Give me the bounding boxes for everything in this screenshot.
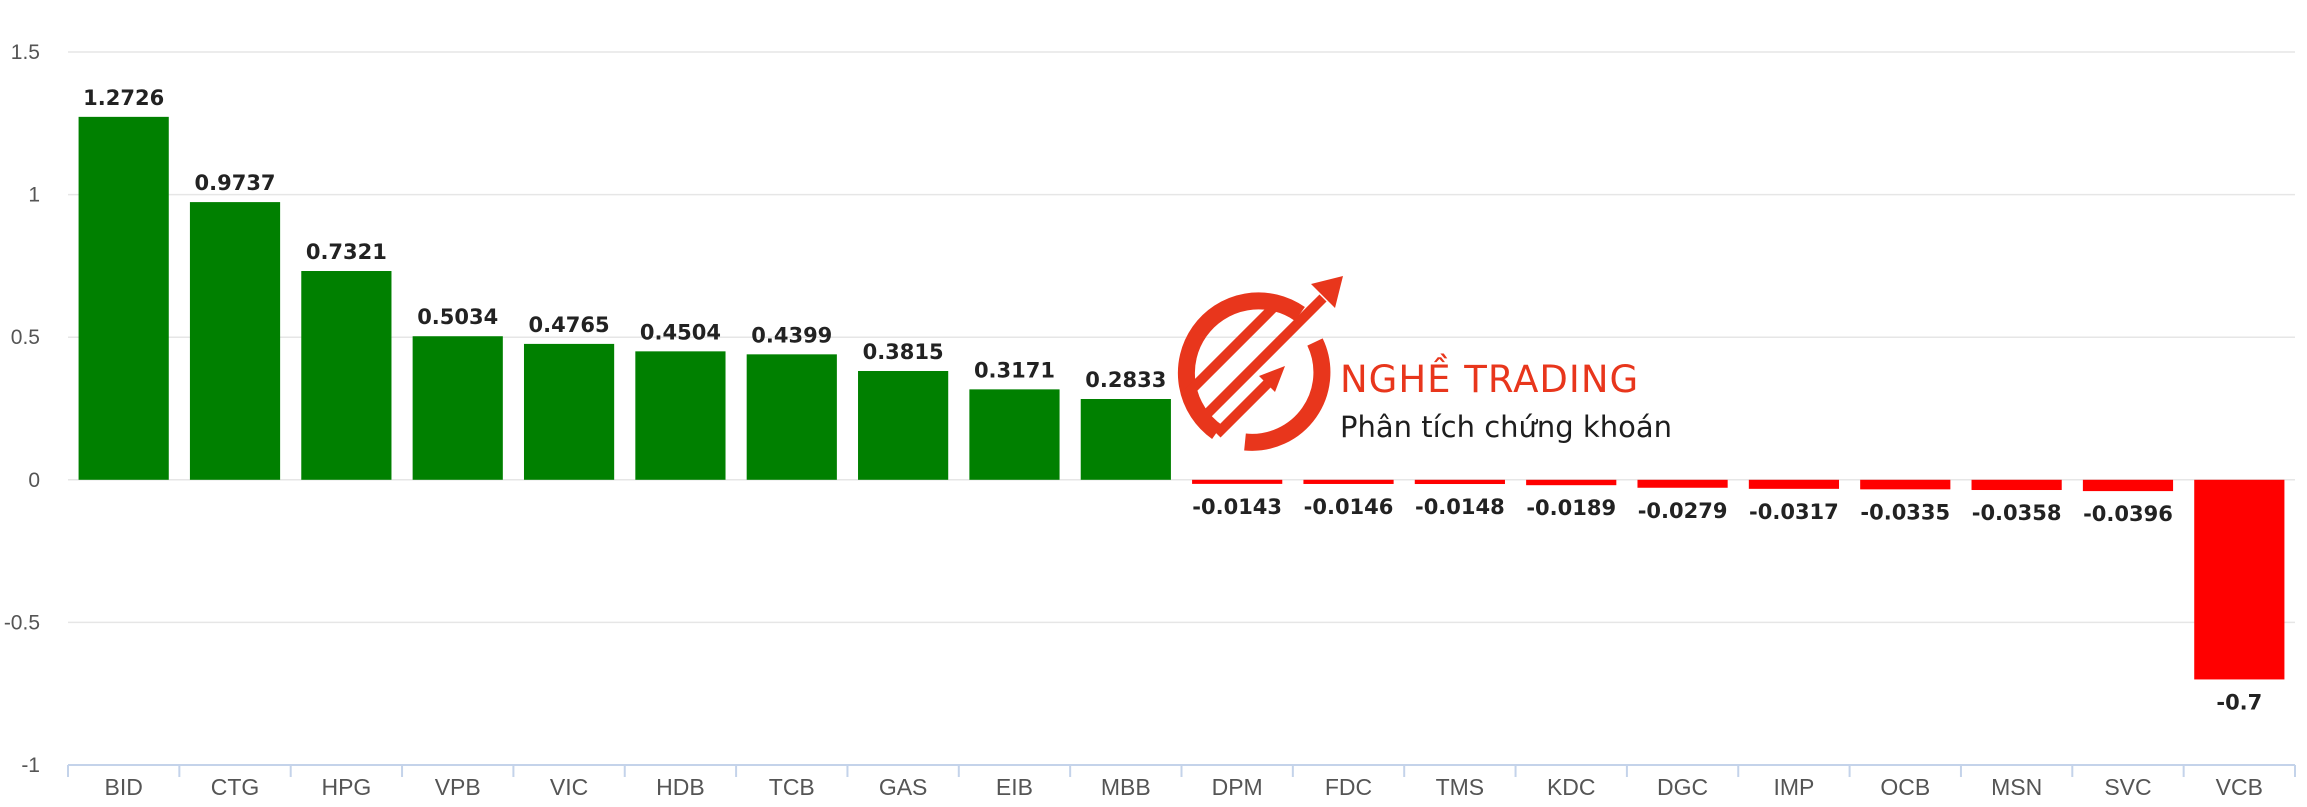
bar-ctg xyxy=(189,202,281,480)
x-tick-label: VIC xyxy=(550,774,588,800)
grid-lines xyxy=(68,51,2295,624)
bar-vcb xyxy=(2194,479,2285,680)
watermark-subtitle: Phân tích chứng khoán xyxy=(1340,410,1672,444)
x-tick-label: KDC xyxy=(1547,774,1596,800)
y-tick-label: 1 xyxy=(28,184,40,207)
y-tick-label: 0.5 xyxy=(11,326,40,349)
data-label: 1.2726 xyxy=(83,86,164,110)
data-label: -0.0189 xyxy=(1526,496,1616,520)
x-tick-label: HDB xyxy=(656,774,705,800)
x-tick-label: OCB xyxy=(1880,774,1930,800)
x-tick-label: SVC xyxy=(2104,774,2151,800)
y-tick-label: 1.5 xyxy=(11,41,40,64)
bar-tms xyxy=(1414,479,1505,485)
x-tick-label: DGC xyxy=(1657,774,1708,800)
data-label: 0.3171 xyxy=(974,358,1055,382)
x-tick-label: HPG xyxy=(321,774,371,800)
bar-bid xyxy=(78,116,169,480)
x-tick-label: MSN xyxy=(1991,774,2042,800)
x-tick-label: EIB xyxy=(996,774,1033,800)
bar-gas xyxy=(858,370,949,480)
data-label: -0.0317 xyxy=(1749,500,1839,524)
y-tick-label: -1 xyxy=(21,754,40,777)
watermark-logo: NGHỀ TRADING Phân tích chứng khoán xyxy=(1177,276,1672,451)
y-axis-labels: 1.5 1 0.5 0 -0.5 -1 xyxy=(4,41,40,777)
rising-arrows-logo-icon xyxy=(1177,276,1343,451)
x-tick-label: MBB xyxy=(1101,774,1151,800)
x-tick-label: TMS xyxy=(1436,774,1485,800)
bar-dgc xyxy=(1637,479,1728,488)
bar-hpg xyxy=(301,271,392,480)
data-label: 0.4765 xyxy=(529,313,610,337)
data-label: 0.7321 xyxy=(306,240,387,264)
bar-eib xyxy=(969,389,1060,480)
bars xyxy=(78,116,2285,680)
bar-msn xyxy=(1971,479,2062,491)
data-label: 0.9737 xyxy=(195,171,276,195)
data-label: -0.7 xyxy=(2216,690,2262,714)
x-tick-label: BID xyxy=(105,774,143,800)
bar-vic xyxy=(523,343,615,480)
watermark-title: NGHỀ TRADING xyxy=(1340,353,1639,401)
bar-svc xyxy=(2082,479,2174,492)
x-tick-label: GAS xyxy=(879,774,928,800)
data-label: -0.0143 xyxy=(1192,495,1282,519)
data-label: 0.3815 xyxy=(863,340,944,364)
x-tick-label: CTG xyxy=(211,774,260,800)
x-tick-label: VPB xyxy=(435,774,481,800)
data-labels: 1.2726 0.9737 0.7321 0.5034 0.4765 0.4504 0.43… xyxy=(83,86,2262,715)
x-tick-label: IMP xyxy=(1773,774,1814,800)
bar-kdc xyxy=(1526,479,1617,486)
x-tick-label: FDC xyxy=(1325,774,1372,800)
bar-hdb xyxy=(635,351,726,480)
bar-vpb xyxy=(412,336,503,480)
bar-imp xyxy=(1748,479,1840,489)
bar-ocb xyxy=(1860,479,1951,490)
data-label: -0.0148 xyxy=(1415,495,1505,519)
x-axis-labels: BID CTG HPG VPB VIC HDB TCB GAS EIB MBB DPM FDC TMS K… xyxy=(105,774,2263,800)
data-label: -0.0358 xyxy=(1972,501,2062,525)
x-tick-label: VCB xyxy=(2216,774,2263,800)
x-tick-label: TCB xyxy=(769,774,815,800)
data-label: -0.0146 xyxy=(1304,495,1394,519)
data-label: 0.2833 xyxy=(1085,368,1166,392)
bar-fdc xyxy=(1303,479,1394,484)
data-label: 0.4504 xyxy=(640,320,721,344)
data-label: 0.5034 xyxy=(417,305,498,329)
data-label: -0.0335 xyxy=(1860,500,1950,524)
y-tick-label: -0.5 xyxy=(4,611,40,634)
x-tick-label: DPM xyxy=(1212,774,1263,800)
data-label: -0.0396 xyxy=(2083,502,2173,526)
data-label: 0.4399 xyxy=(751,323,832,347)
bar-mbb xyxy=(1080,399,1171,480)
bar-dpm xyxy=(1192,479,1283,484)
x-axis xyxy=(67,764,2296,777)
bar-tcb xyxy=(746,354,837,480)
data-label: -0.0279 xyxy=(1638,499,1728,523)
y-tick-label: 0 xyxy=(28,469,40,492)
